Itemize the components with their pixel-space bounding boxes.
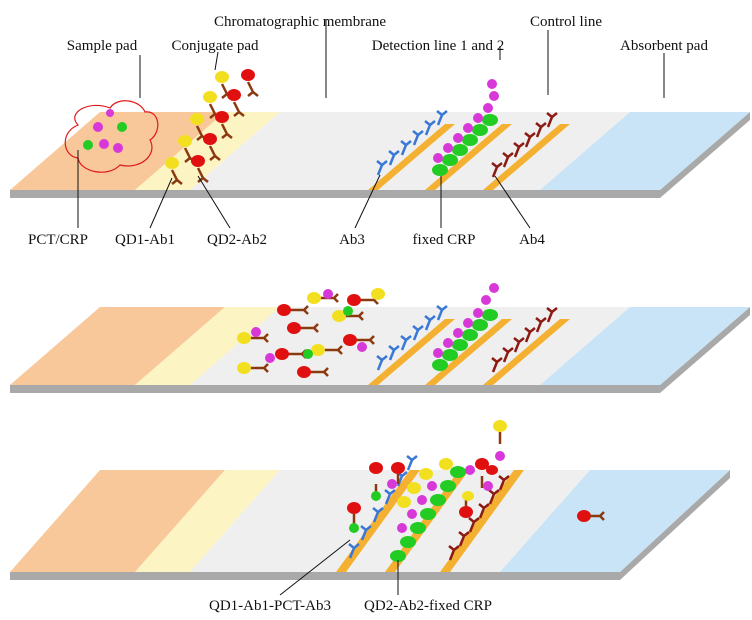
label-ab4: Ab4 (519, 232, 545, 248)
detection-line-2 (425, 319, 512, 385)
conjugate-pad (135, 470, 280, 572)
pct-molecule (93, 122, 103, 132)
detection-line-1 (368, 124, 455, 190)
unbound-conjugate (577, 510, 605, 522)
label-qd1-complex: QD1-Ab1-PCT-Ab3 (209, 598, 331, 614)
membrane (190, 112, 630, 190)
strip-panel-2 (10, 283, 750, 393)
crp-molecule (83, 140, 93, 150)
label-fixed-crp: fixed CRP (413, 232, 476, 248)
ab3-antibodies (376, 305, 448, 371)
control-line (483, 319, 570, 385)
label-conjugate-pad: Conjugate pad (171, 38, 259, 54)
label-sample-pad: Sample pad (67, 38, 138, 54)
absorbent-pad (500, 470, 730, 572)
fixed-crp (432, 79, 499, 176)
leader-lines-1 (77, 20, 665, 229)
strip-panel-1: Chromatographic membrane Control line Sa… (10, 14, 750, 248)
absorbent-pad (540, 307, 750, 385)
ab3-antibodies (376, 110, 448, 176)
leader-lines-3 (279, 539, 399, 596)
detection-line-1 (368, 319, 455, 385)
fixed-crp (432, 283, 499, 371)
ab4-antibodies (491, 112, 558, 178)
captured-qd1-complexes (347, 455, 418, 559)
control-line (483, 124, 570, 190)
detection-line-2 (425, 124, 512, 190)
membrane (190, 470, 590, 572)
sample-pad (10, 307, 225, 385)
crp-molecule (117, 122, 127, 132)
conjugate-particles (165, 69, 259, 185)
strip-panel-3: QD1-Ab1-PCT-Ab3 QD2-Ab2-fixed CRP (10, 420, 730, 614)
ab4-antibodies (491, 307, 558, 373)
sample-pad (10, 470, 225, 572)
captured-qd2-complexes (390, 458, 466, 562)
label-control-line: Control line (530, 14, 602, 30)
label-ab3: Ab3 (339, 232, 365, 248)
label-qd1-ab1: QD1-Ab1 (115, 232, 175, 248)
control-line (440, 470, 524, 572)
absorbent-pad (540, 112, 750, 190)
pct-molecule (113, 143, 123, 153)
label-qd2-ab2: QD2-Ab2 (207, 232, 267, 248)
label-pct-crp: PCT/CRP (28, 232, 88, 248)
pct-molecule (99, 139, 109, 149)
label-absorbent-pad: Absorbent pad (620, 38, 708, 54)
label-detection-line: Detection line 1 and 2 (372, 38, 504, 54)
ab4-with-conjugates (448, 420, 510, 561)
label-chromatographic-membrane: Chromatographic membrane (214, 14, 386, 30)
flowing-conjugates (237, 288, 385, 378)
pct-molecule (106, 109, 114, 117)
label-qd2-complex: QD2-Ab2-fixed CRP (364, 598, 492, 614)
conjugate-pad (135, 307, 280, 385)
